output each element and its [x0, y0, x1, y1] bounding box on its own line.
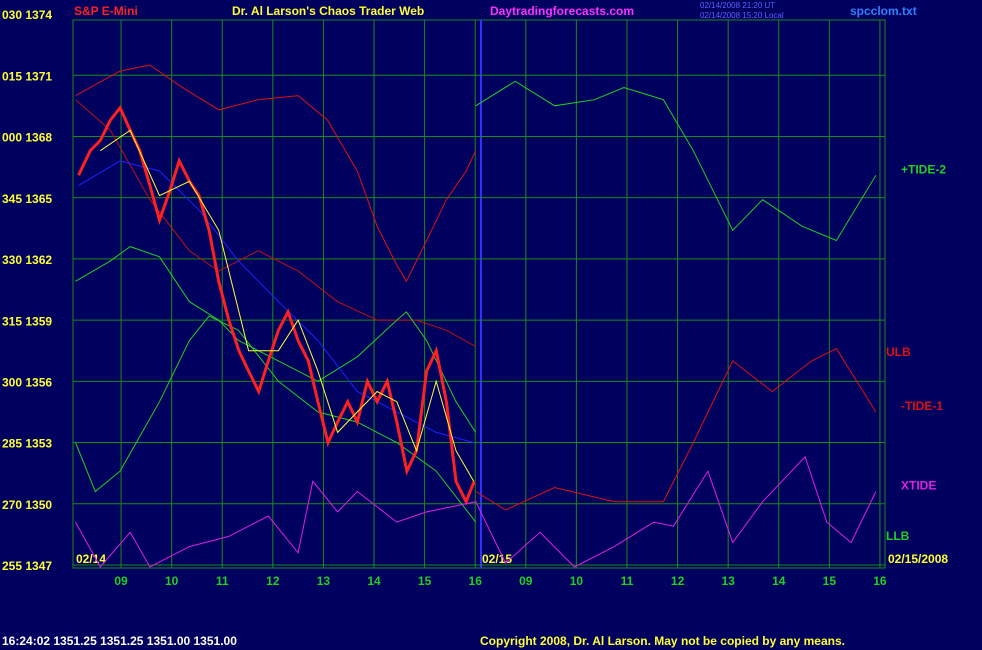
y-tick-label: 345 1365	[2, 192, 52, 206]
y-tick-label: 285 1353	[2, 437, 52, 451]
series-line	[77, 105, 476, 506]
x-tick-label: 12	[671, 574, 685, 588]
x-tick-label: 12	[266, 574, 280, 588]
series-line	[75, 315, 477, 523]
x-tick-label: 11	[216, 574, 229, 588]
y-tick-label: 300 1356	[2, 376, 52, 390]
legend-label: -TIDE-1	[901, 399, 943, 413]
legend-label: +TIDE-2	[901, 162, 946, 176]
chart-subtitle: S&P E-Mini	[74, 4, 138, 18]
x-tick-label: 10	[570, 574, 584, 588]
x-tick-label: 14	[772, 574, 786, 588]
quote: 16:24:02 1351.25 1351.25 1351.00 1351.00	[2, 634, 237, 648]
x-tick-label: 13	[317, 574, 331, 588]
side-label: ULB	[886, 345, 911, 359]
series-line	[78, 160, 474, 444]
date-label: 02/14	[76, 552, 106, 566]
y-tick-label: 315 1359	[2, 314, 52, 328]
x-tick-label: 15	[823, 574, 837, 588]
series-line	[75, 99, 476, 348]
series-line	[75, 246, 477, 433]
y-tick-label: 255 1347	[2, 559, 52, 573]
chart-title: Dr. Al Larson's Chaos Trader Web	[232, 4, 424, 18]
y-tick-label: 015 1371	[2, 69, 52, 83]
series-line	[475, 348, 877, 511]
x-tick-label: 11	[621, 574, 634, 588]
timestamp: 02/14/2008 21:20 UT	[700, 1, 775, 10]
x-tick-label: 10	[165, 574, 179, 588]
x-tick-label: 16	[873, 574, 887, 588]
site-name: Daytradingforecasts.com	[490, 4, 634, 18]
series-line	[75, 455, 877, 568]
date-label: 02/15	[482, 552, 512, 566]
x-tick-label: 13	[721, 574, 735, 588]
series-line	[100, 129, 475, 482]
timestamp: 02/14/2008 15:20 Local	[700, 11, 784, 20]
y-tick-label: 000 1368	[2, 131, 52, 145]
series-line	[475, 80, 877, 242]
y-tick-label: 030 1374	[2, 8, 52, 22]
plot-frame	[72, 19, 886, 569]
y-tick-label: 330 1362	[2, 253, 52, 267]
x-tick-label: 16	[469, 574, 483, 588]
side-label: LLB	[886, 529, 910, 543]
date-label: 02/15/2008	[888, 552, 948, 566]
series-line	[75, 64, 477, 283]
y-tick-label: 270 1350	[2, 498, 52, 512]
x-tick-label: 14	[367, 574, 381, 588]
copyright: Copyright 2008, Dr. Al Larson. May not b…	[480, 634, 845, 648]
x-tick-label: 09	[114, 574, 128, 588]
file-name: spcclom.txt	[850, 4, 917, 18]
x-tick-label: 09	[519, 574, 533, 588]
x-tick-label: 15	[418, 574, 432, 588]
legend-label: XTIDE	[901, 479, 936, 493]
